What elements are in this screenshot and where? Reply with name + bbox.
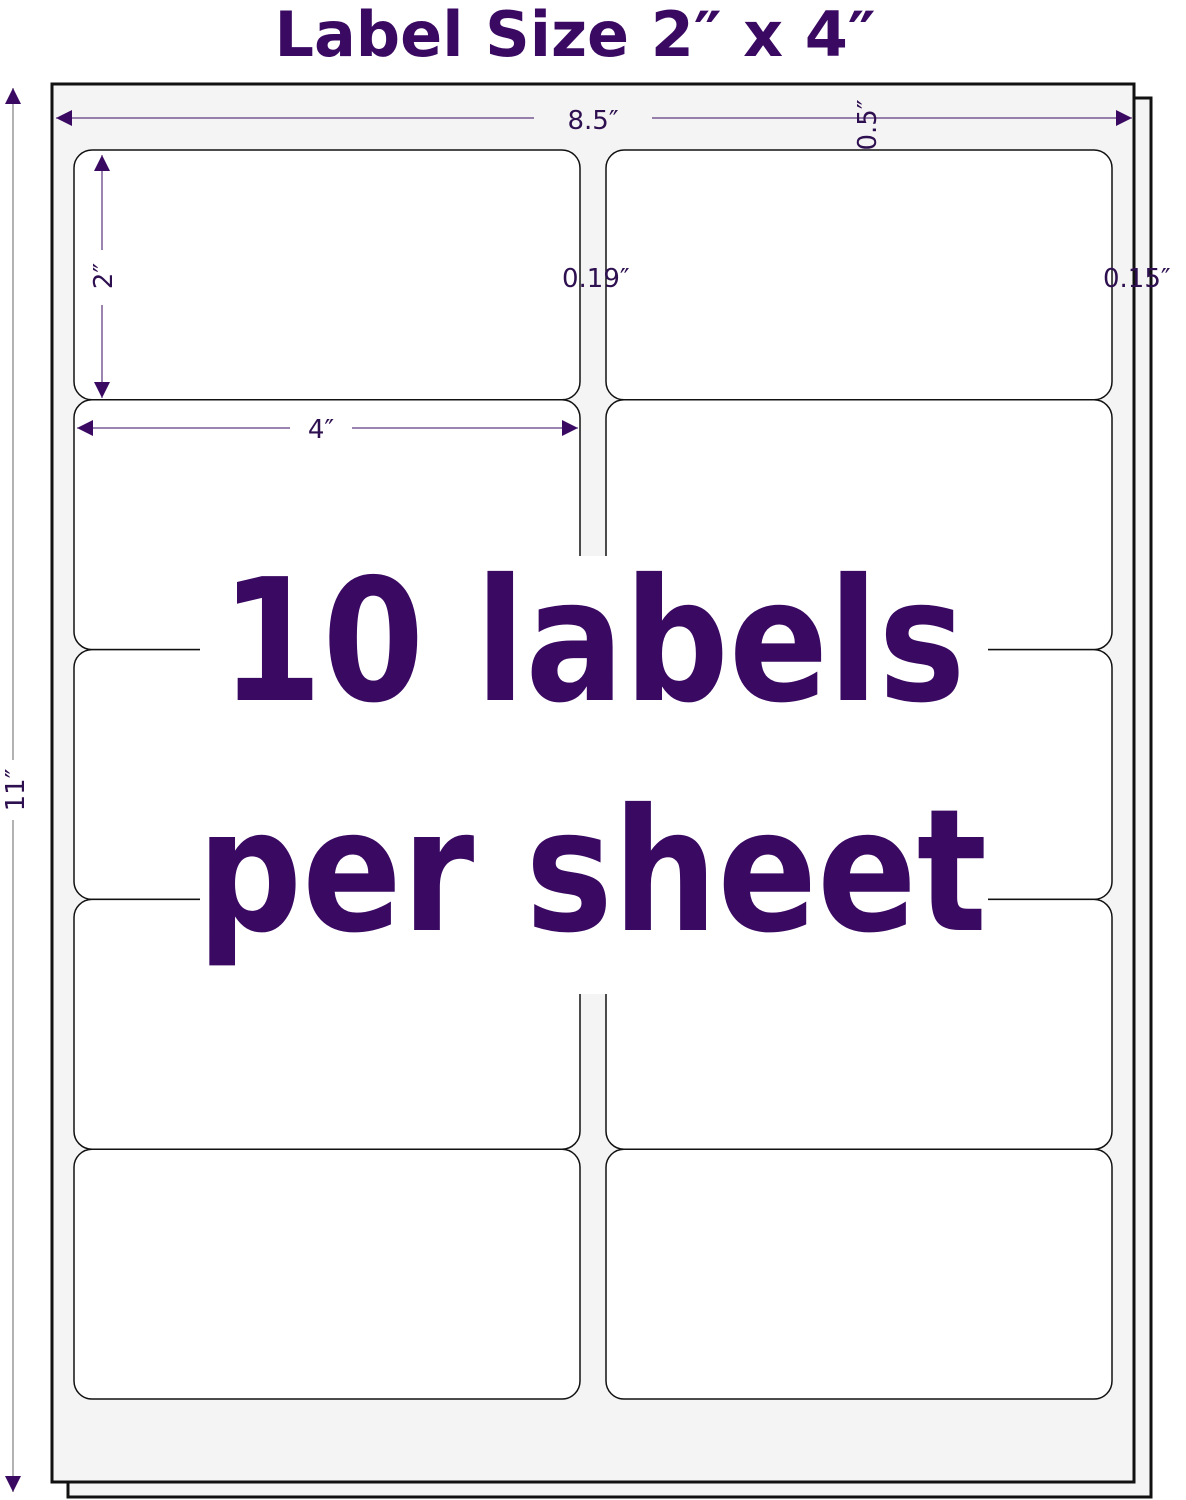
label-r1-c2 bbox=[605, 149, 1113, 401]
headline-backdrop bbox=[200, 556, 988, 994]
headline-line-1: 10 labels bbox=[221, 543, 966, 741]
title: Label Size 2″ x 4″ bbox=[274, 0, 875, 71]
headline-line-2: per sheet bbox=[197, 773, 987, 971]
column-gap-label: 0.19″ bbox=[562, 264, 630, 294]
label-r5-c2 bbox=[605, 1148, 1113, 1400]
label-height-label: 2″ bbox=[89, 263, 119, 290]
top-margin-label: 0.5″ bbox=[853, 99, 883, 150]
side-margin-label: 0.15″ bbox=[1103, 264, 1171, 294]
sheet-height-label: 11″ bbox=[1, 768, 31, 811]
label-r1-c1 bbox=[73, 149, 581, 401]
sheet-width-label: 8.5″ bbox=[567, 106, 618, 136]
label-width-label: 4″ bbox=[308, 415, 335, 445]
label-r5-c1 bbox=[73, 1148, 581, 1400]
